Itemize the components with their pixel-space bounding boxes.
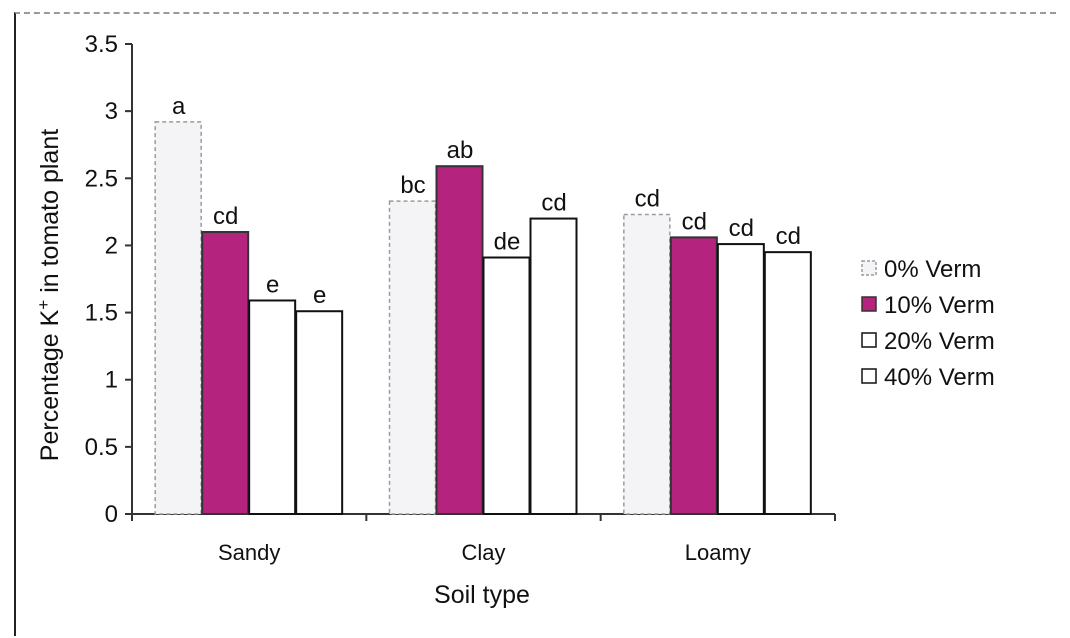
bar-label: e [313, 282, 326, 309]
y-tick-label: 0 [105, 501, 118, 528]
bar-label: cd [635, 186, 660, 213]
y-tick-label: 1.5 [85, 300, 118, 327]
legend: 0% Verm 10% Verm 20% Verm 40% Verm [861, 256, 995, 391]
x-tick-label: Clay [461, 540, 505, 565]
bar [482, 256, 531, 515]
y-tick-label: 3 [105, 98, 118, 125]
bar-label: e [266, 271, 279, 298]
bar [388, 200, 437, 515]
y-tick-label: 0.5 [85, 434, 118, 461]
bar [154, 121, 202, 515]
bar [201, 231, 250, 515]
y-tick-label: 1 [105, 367, 118, 394]
bar [623, 213, 671, 515]
bar [529, 217, 578, 515]
bar [669, 236, 718, 515]
legend-label: 10% Verm [884, 292, 995, 319]
bar [435, 165, 484, 515]
bar [248, 299, 297, 515]
bar-label: a [172, 93, 186, 120]
x-axis-title: Soil type [434, 581, 530, 609]
y-tick-label: 3.5 [85, 31, 118, 58]
bar-label: cd [776, 223, 801, 250]
bar-label: ab [447, 137, 474, 164]
y-axis-title-superscript: + [34, 300, 53, 310]
x-tick-label: Sandy [218, 540, 280, 565]
y-tick-label: 2 [105, 232, 118, 259]
x-tick-label: Loamy [685, 540, 751, 565]
bars [154, 121, 812, 515]
bar [763, 251, 812, 515]
bar-label: cd [682, 208, 707, 235]
bar-label: de [494, 229, 521, 256]
legend-label: 40% Verm [884, 364, 995, 391]
x-axis: Sandy Clay Loamy [131, 513, 836, 565]
bar [295, 310, 344, 515]
y-axis: 0 0.5 1 1.5 2 2.5 3 3.5 [85, 31, 133, 528]
chart-frame [14, 12, 1056, 636]
bar-label: bc [400, 172, 425, 199]
legend-swatch [861, 368, 877, 384]
y-axis-title-rest: in tomato plant [36, 129, 64, 300]
legend-swatch [861, 332, 877, 348]
y-axis-title-main: Percentage K [36, 309, 64, 461]
bar-label: cd [541, 190, 566, 217]
legend-swatch [861, 260, 877, 276]
bar-label: cd [213, 203, 238, 230]
y-axis-title: Percentage K+ in tomato plant [34, 129, 65, 461]
bar-label: cd [729, 215, 754, 242]
legend-label: 20% Verm [884, 328, 995, 355]
legend-label: 0% Verm [884, 256, 981, 283]
y-tick-label: 2.5 [85, 165, 118, 192]
bar [716, 243, 765, 515]
legend-swatch [861, 296, 877, 312]
